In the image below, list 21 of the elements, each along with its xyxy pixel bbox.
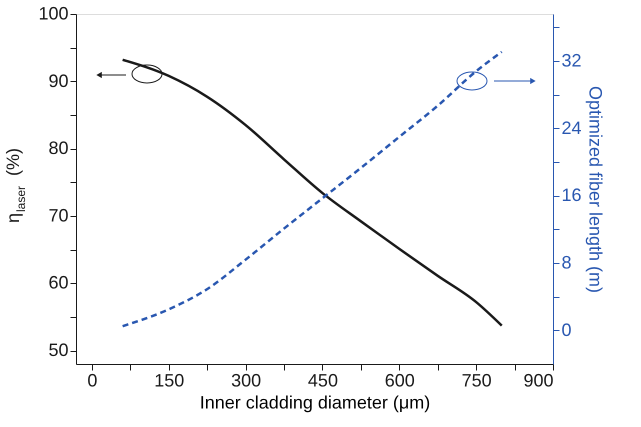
y-tick-label: 50 bbox=[48, 340, 68, 360]
y2-tick-label: 16 bbox=[562, 185, 582, 206]
x-tick-label: 600 bbox=[384, 370, 415, 390]
y-tick-label: 80 bbox=[48, 138, 68, 158]
y2-axis-title: Optimized fiber length (m) bbox=[586, 86, 606, 294]
x-tick-label: 300 bbox=[231, 370, 262, 390]
y-tick-label: 100 bbox=[38, 4, 68, 24]
x-axis-title: Inner cladding diameter (μm) bbox=[200, 392, 430, 412]
y-tick-label: 70 bbox=[48, 205, 68, 226]
y-tick-label: 90 bbox=[48, 70, 68, 91]
y2-tick-label: 0 bbox=[562, 320, 572, 340]
x-tick-label: 450 bbox=[308, 370, 338, 390]
x-tick-label: 0 bbox=[87, 370, 98, 390]
x-tick-label: 900 bbox=[523, 370, 554, 390]
y-tick-label: 60 bbox=[48, 272, 68, 293]
x-tick-label: 750 bbox=[462, 370, 492, 390]
y2-tick-label: 32 bbox=[562, 50, 582, 71]
x-tick-label: 150 bbox=[154, 370, 184, 390]
y-axis-title: ηlaser(%) bbox=[3, 148, 28, 223]
y2-tick-label: 8 bbox=[562, 252, 572, 273]
y2-tick-label: 24 bbox=[562, 118, 582, 138]
